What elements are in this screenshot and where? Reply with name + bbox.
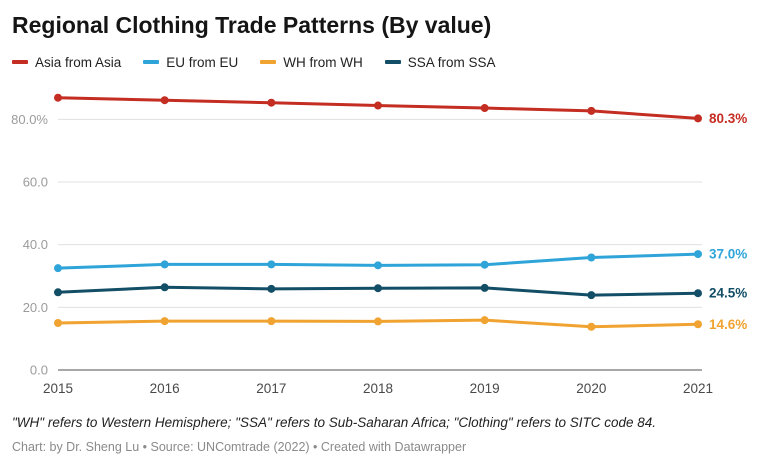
legend-item-eu-from-eu: EU from EU: [143, 55, 238, 70]
data-point-wh-from-wh: [54, 319, 62, 327]
legend-marker-ssa-from-ssa: [384, 60, 401, 64]
data-point-ssa-from-ssa: [374, 284, 382, 293]
data-point-wh-from-wh: [587, 322, 596, 331]
legend: Asia from Asia EU from EU WH from WH SSA…: [0, 52, 767, 72]
legend-item-asia-from-asia: Asia from Asia: [12, 55, 121, 70]
y-tick-label: 80.0%: [11, 112, 48, 127]
data-point-eu-from-eu: [54, 264, 62, 273]
data-point-asia-from-asia: [694, 114, 702, 123]
series-wh-from-wh: 14.6%: [54, 316, 747, 332]
x-tick-label: 2015: [43, 381, 73, 396]
legend-label: EU from EU: [166, 54, 239, 70]
series-eu-from-eu: 37.0%: [54, 247, 747, 273]
end-label-eu-from-eu: 37.0%: [709, 247, 747, 262]
gridlines: 0.0 20.0 40.0 60.0 80.0%: [11, 112, 702, 378]
data-point-ssa-from-ssa: [160, 283, 169, 292]
legend-item-ssa-from-ssa: SSA from SSA: [384, 54, 496, 70]
end-label-ssa-from-ssa: 24.5%: [709, 286, 747, 301]
y-tick-label: 40.0: [23, 237, 48, 252]
legend-item-wh-from-wh: WH from WH: [260, 54, 363, 70]
credit-line: Chart: by Dr. Sheng Lu • Source: UNComtr…: [12, 440, 467, 454]
series-asia-from-asia: 80.3%: [54, 93, 747, 126]
legend-marker-asia-from-asia: [12, 60, 28, 64]
legend-label: SSA from SSA: [407, 54, 496, 70]
x-tick-label: 2017: [256, 381, 286, 396]
data-point-asia-from-asia: [160, 96, 169, 105]
data-point-eu-from-eu: [160, 260, 169, 269]
x-tick-label: 2020: [576, 381, 606, 396]
data-point-wh-from-wh: [160, 317, 169, 326]
legend-label: Asia from Asia: [35, 54, 122, 70]
y-tick-label: 0.0: [30, 363, 48, 378]
data-point-eu-from-eu: [374, 261, 382, 270]
x-tick-label: 2018: [363, 381, 393, 396]
end-label-asia-from-asia: 80.3%: [709, 111, 747, 126]
data-point-ssa-from-ssa: [587, 291, 596, 300]
data-point-wh-from-wh: [374, 317, 382, 326]
x-tick-label: 2016: [150, 381, 180, 396]
data-point-eu-from-eu: [480, 260, 489, 269]
data-point-eu-from-eu: [694, 250, 702, 259]
data-point-ssa-from-ssa: [267, 284, 276, 293]
data-point-asia-from-asia: [374, 101, 382, 110]
y-tick-label: 20.0: [23, 300, 48, 315]
legend-label: WH from WH: [283, 54, 363, 70]
x-axis-labels: 2015 2016 2017 2018 2019 2020 2021: [43, 381, 713, 396]
data-point-wh-from-wh: [267, 317, 276, 326]
data-point-eu-from-eu: [267, 260, 276, 269]
data-point-asia-from-asia: [587, 106, 596, 115]
data-point-ssa-from-ssa: [54, 288, 62, 297]
y-tick-label: 60.0: [23, 175, 48, 190]
series-ssa-from-ssa: 24.5%: [54, 283, 747, 301]
x-tick-label: 2019: [470, 381, 500, 396]
legend-marker-eu-from-eu: [143, 60, 160, 64]
data-point-wh-from-wh: [694, 320, 702, 329]
end-label-wh-from-wh: 14.6%: [709, 317, 747, 332]
page-title: Regional Clothing Trade Patterns (By val…: [12, 12, 492, 38]
data-point-ssa-from-ssa: [694, 289, 702, 298]
data-point-eu-from-eu: [587, 253, 596, 262]
data-point-asia-from-asia: [267, 98, 276, 107]
footnote: "WH" refers to Western Hemisphere; "SSA"…: [12, 415, 657, 430]
legend-marker-wh-from-wh: [260, 60, 277, 64]
data-point-ssa-from-ssa: [480, 283, 489, 292]
data-point-asia-from-asia: [480, 104, 489, 113]
x-tick-label: 2021: [683, 381, 713, 396]
data-point-asia-from-asia: [54, 93, 62, 102]
line-chart: 0.0 20.0 40.0 60.0 80.0% 2015 2016 2017 2018 2019…: [11, 93, 747, 396]
data-point-wh-from-wh: [480, 316, 489, 325]
